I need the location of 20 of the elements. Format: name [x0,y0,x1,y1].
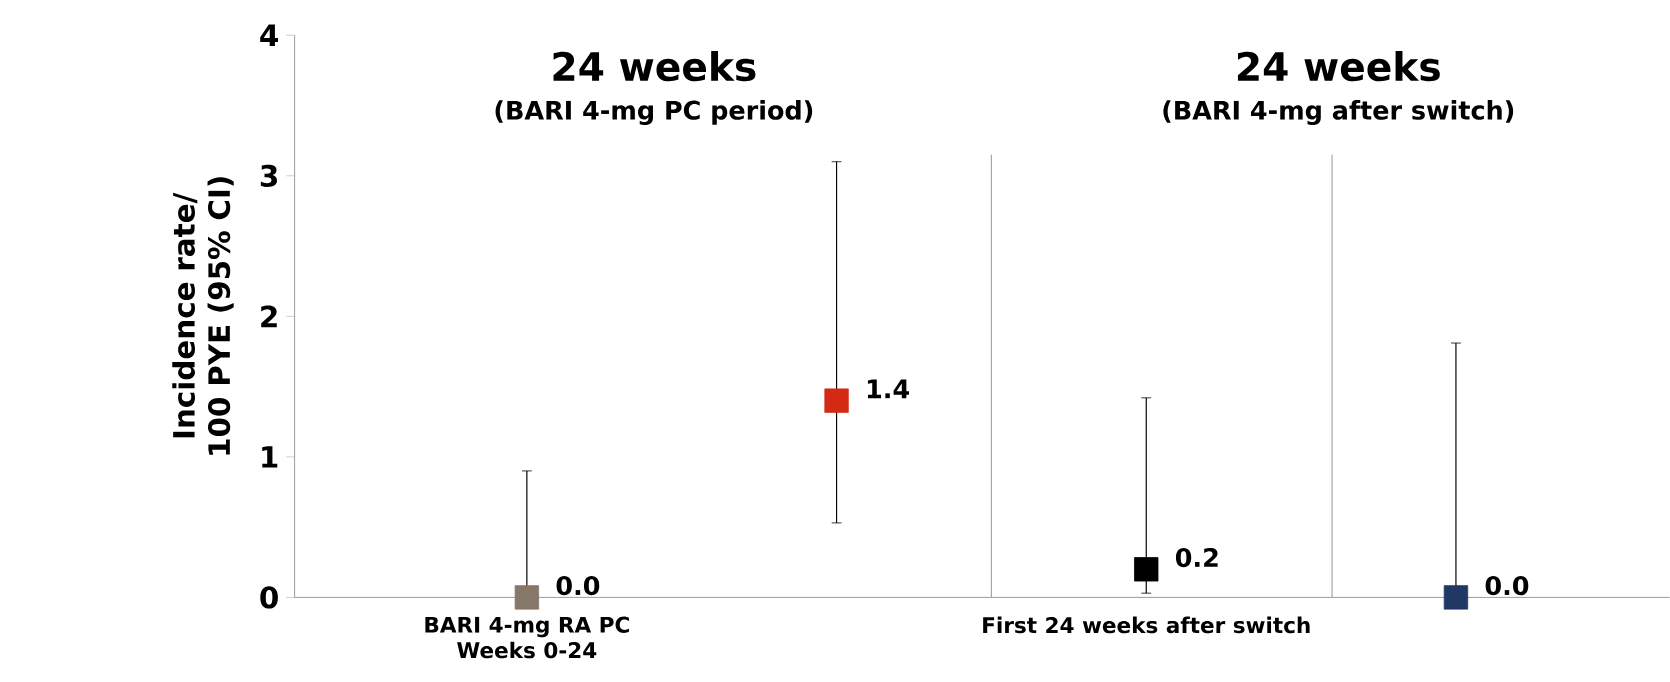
annotation: 24 weeks [1237,51,1440,82]
point [1134,557,1159,582]
annotation: (BARI 4-mg PC period) [495,100,813,126]
data-label: 1.4 [867,379,909,399]
y-axis-title: Incidence rate/ 100 PYE (95% CI) [172,177,234,455]
annotation: 24 weeks [553,51,756,82]
point [514,585,540,610]
point [1443,585,1469,610]
x-tick-label: BARI 4-mg RA PC Weeks 0-24 [425,616,629,659]
x-tick-label: First 24 weeks after switch [983,616,1310,634]
y-tick-label: 2 [261,305,277,328]
point [824,388,849,413]
y-tick-label: 4 [260,24,278,47]
y-tick-label: 0 [260,586,278,609]
data-label: 0.0 [1485,576,1529,596]
data-label: 0.2 [1175,548,1218,568]
y-tick-label: 3 [260,164,277,188]
y-tick-label: 1 [262,446,278,468]
annotation: (BARI 4-mg after switch) [1163,100,1514,126]
data-label: 0.0 [556,576,600,596]
